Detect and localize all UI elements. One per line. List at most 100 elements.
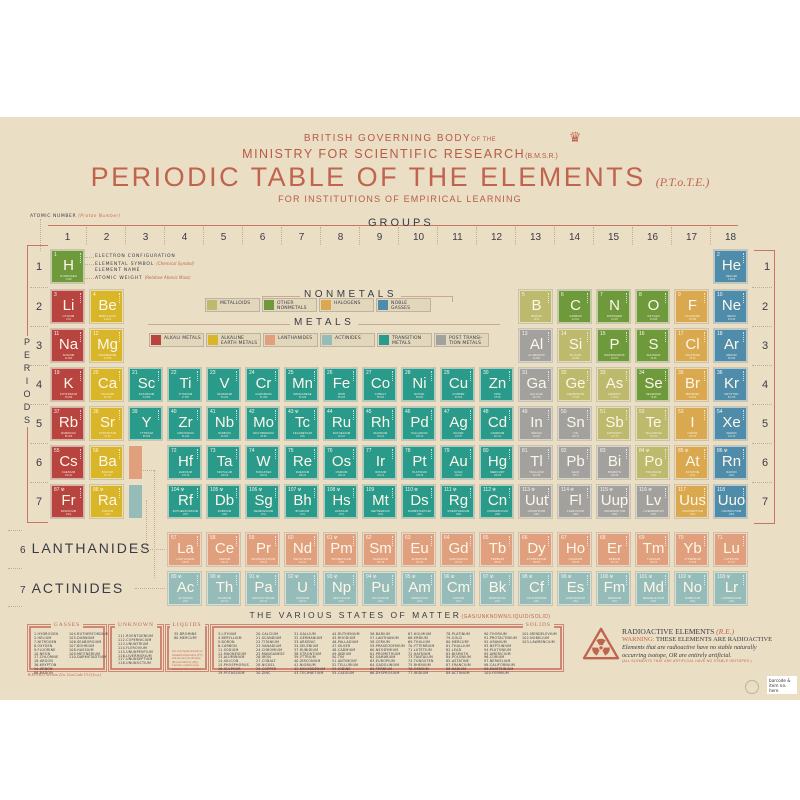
element-tile-ag[interactable]: 47 Ag SILVER 107.87 [440,406,475,441]
element-tile-re[interactable]: 75 Re RHENIUM 186.21 [284,445,319,480]
element-tile-hs[interactable]: 108☢ Hs HASSIUM (270) [323,484,358,519]
element-tile-mg[interactable]: 12 Mg MAGNESIUM 24.305 [89,328,124,363]
element-tile-te[interactable]: 52 Te TELLURIUM 127.60 [635,406,670,441]
element-tile-tb[interactable]: 65 Tb TERBIUM 158.93 [479,532,514,567]
element-tile-zn[interactable]: 30 Zn ZINC 65.38 [479,367,514,402]
element-tile-fm[interactable]: 100☢ Fm FERMIUM (257) [596,571,631,606]
element-tile-bk[interactable]: 97☢ Bk BERKELIUM (247) [479,571,514,606]
element-tile-cl[interactable]: 17 Cl CHLORINE 35.45 [674,328,709,363]
element-tile-pa[interactable]: 91☢ Pa PROTACTINIUM 231.04 [245,571,280,606]
element-tile-gd[interactable]: 64 Gd GADOLINIUM 157.25 [440,532,475,567]
element-tile-ce[interactable]: 58 Ce CERIUM 140.12 [206,532,241,567]
element-tile-mo[interactable]: 42 Mo MOLYBDENUM 95.96 [245,406,280,441]
element-tile-lr[interactable]: 103☢ Lr LAWRENCIUM (262) [713,571,748,606]
element-tile-rf[interactable]: 104☢ Rf RUTHERFORDIUM (267) [167,484,202,519]
element-tile-la[interactable]: 57 La LANTHANUM 138.91 [167,532,202,567]
element-tile-os[interactable]: 76 Os OSMIUM 190.23 [323,445,358,480]
element-tile-ho[interactable]: 67 Ho HOLMIUM 164.93 [557,532,592,567]
element-tile-na[interactable]: 11 Na SODIUM 22.990 [50,328,85,363]
element-tile-al[interactable]: 13 Al ALUMINIUM 26.982 [518,328,553,363]
element-tile-rn[interactable]: 86☢ Rn RADON (222) [713,445,748,480]
element-tile-pr[interactable]: 59 Pr PRASEODYMIUM 140.91 [245,532,280,567]
element-tile-nb[interactable]: 41 Nb NIOBIUM 92.906 [206,406,241,441]
element-tile-sc[interactable]: 21 Sc SCANDIUM 44.956 [128,367,163,402]
element-tile-ne[interactable]: 10 Ne NEON 20.180 [713,289,748,324]
element-tile-tl[interactable]: 81 Tl THALLIUM 204.38 [518,445,553,480]
element-tile-ba[interactable]: 56 Ba BARIUM 137.33 [89,445,124,480]
element-tile-ac[interactable]: 89☢ Ac ACTINIUM (227) [167,571,202,606]
element-tile-uuo[interactable]: 118 Uuo UNUNOCTIUM (294) [713,484,748,519]
element-tile-tm[interactable]: 69 Tm THULIUM 168.93 [635,532,670,567]
element-tile-tc[interactable]: 43☢ Tc TECHNETIUM (98) [284,406,319,441]
element-tile-dy[interactable]: 66 Dy DYSPROSIUM 162.50 [518,532,553,567]
element-tile-zr[interactable]: 40 Zr ZIRCONIUM 91.224 [167,406,202,441]
element-tile-o[interactable]: 8 O OXYGEN 15.999 [635,289,670,324]
element-tile-as[interactable]: 33 As ARSENIC 74.922 [596,367,631,402]
element-tile-sb[interactable]: 51 Sb ANTIMONY 121.76 [596,406,631,441]
element-tile-at[interactable]: 85☢ At ASTATINE (210) [674,445,709,480]
element-tile-c[interactable]: 6 C CARBON 12.011 [557,289,592,324]
element-tile-bh[interactable]: 107☢ Bh BOHRIUM (272) [284,484,319,519]
element-tile-ta[interactable]: 73 Ta TANTALUM 180.95 [206,445,241,480]
element-tile-be[interactable]: 4 Be BERYLLIUM 9.0122 [89,289,124,324]
element-tile-k[interactable]: 19 K POTASSIUM 39.098 [50,367,85,402]
element-tile-cf[interactable]: 98☢ Cf CALIFORNIUM (251) [518,571,553,606]
element-tile-se[interactable]: 34 Se SELENIUM 78.96 [635,367,670,402]
element-tile-th[interactable]: 90☢ Th THORIUM 232.04 [206,571,241,606]
element-tile-kr[interactable]: 36 Kr KRYPTON 83.798 [713,367,748,402]
element-tile-ni[interactable]: 28 Ni NICKEL 58.693 [401,367,436,402]
element-tile-u[interactable]: 92☢ U URANIUM 238.03 [284,571,319,606]
element-tile-he[interactable]: 2 He HELIUM 4.0026 [713,249,748,284]
element-tile-eu[interactable]: 63 Eu EUROPIUM 151.96 [401,532,436,567]
element-tile-co[interactable]: 27 Co COBALT 58.933 [362,367,397,402]
element-tile-ir[interactable]: 77 Ir IRIDIUM 192.22 [362,445,397,480]
element-tile-db[interactable]: 105☢ Db DUBNIUM (268) [206,484,241,519]
element-tile-s[interactable]: 16 S SULPHUR 32.06 [635,328,670,363]
element-tile-uut[interactable]: 113☢ Uut UNUNTRIUM (284) [518,484,553,519]
element-tile-rh[interactable]: 45 Rh RHODIUM 102.91 [362,406,397,441]
element-tile-i[interactable]: 53 I IODINE 126.90 [674,406,709,441]
element-tile-p[interactable]: 15 P PHOSPHORUS 30.974 [596,328,631,363]
element-tile-sn[interactable]: 50 Sn TIN 118.71 [557,406,592,441]
element-tile-sm[interactable]: 62 Sm SAMARIUM 150.36 [362,532,397,567]
element-tile-cn[interactable]: 112☢ Cn COPERNICIUM (285) [479,484,514,519]
element-tile-in[interactable]: 49 In INDIUM 114.82 [518,406,553,441]
element-tile-yb[interactable]: 70 Yb YTTERBIUM 173.05 [674,532,709,567]
element-tile-pm[interactable]: 61☢ Pm PROMETHIUM (145) [323,532,358,567]
element-tile-es[interactable]: 99☢ Es EINSTEINIUM (252) [557,571,592,606]
element-tile-pd[interactable]: 46 Pd PALLADIUM 106.42 [401,406,436,441]
element-tile-hg[interactable]: 80 Hg MERCURY 200.59 [479,445,514,480]
element-tile-er[interactable]: 68 Er ERBIUM 167.26 [596,532,631,567]
element-tile-ca[interactable]: 20 Ca CALCIUM 40.078 [89,367,124,402]
element-tile-f[interactable]: 9 F FLUORINE 18.998 [674,289,709,324]
element-tile-ar[interactable]: 18 Ar ARGON 39.948 [713,328,748,363]
element-tile-b[interactable]: 5 B BORON 10.81 [518,289,553,324]
element-tile-md[interactable]: 101☢ Md MENDELEVIUM (258) [635,571,670,606]
element-tile-cd[interactable]: 48 Cd CADMIUM 112.41 [479,406,514,441]
element-tile-li[interactable]: 3 Li LITHIUM 6.94 [50,289,85,324]
element-tile-ra[interactable]: 88☢ Ra RADIUM (226) [89,484,124,519]
element-tile-sg[interactable]: 106☢ Sg SEABORGIUM (271) [245,484,280,519]
element-tile-ru[interactable]: 44 Ru RUTHENIUM 101.07 [323,406,358,441]
element-tile-pt[interactable]: 78 Pt PLATINUM 195.08 [401,445,436,480]
element-tile-fe[interactable]: 26 Fe IRON 55.845 [323,367,358,402]
element-tile-y[interactable]: 39 Y YTTRIUM 88.906 [128,406,163,441]
element-tile-w[interactable]: 74 W TUNGSTEN 183.84 [245,445,280,480]
element-tile-ge[interactable]: 32 Ge GERMANIUM 72.630 [557,367,592,402]
element-tile-ds[interactable]: 110☢ Ds DARMSTADTIUM (281) [401,484,436,519]
element-tile-uup[interactable]: 115☢ Uup UNUNPENTIUM (288) [596,484,631,519]
element-tile-no[interactable]: 102☢ No NOBELIUM (259) [674,571,709,606]
element-tile-ga[interactable]: 31 Ga GALLIUM 69.723 [518,367,553,402]
element-tile-rg[interactable]: 111☢ Rg ROENTGENIUM (280) [440,484,475,519]
element-tile-rb[interactable]: 37 Rb RUBIDIUM 85.468 [50,406,85,441]
element-tile-lu[interactable]: 71 Lu LUTETIUM 174.97 [713,532,748,567]
element-tile-fl[interactable]: 114☢ Fl FLEROVIUM (289) [557,484,592,519]
element-tile-si[interactable]: 14 Si SILICON 28.085 [557,328,592,363]
element-tile-xe[interactable]: 54 Xe XENON 131.29 [713,406,748,441]
element-tile-pu[interactable]: 94☢ Pu PLUTONIUM (244) [362,571,397,606]
element-tile-n[interactable]: 7 N NITROGEN 14.007 [596,289,631,324]
element-tile-uus[interactable]: 117 Uus UNUNSEPTIUM (294) [674,484,709,519]
element-tile-cu[interactable]: 29 Cu COPPER 63.546 [440,367,475,402]
element-tile-mn[interactable]: 25 Mn MANGANESE 54.938 [284,367,319,402]
element-tile-lv[interactable]: 116☢ Lv LIVERMORIUM (293) [635,484,670,519]
